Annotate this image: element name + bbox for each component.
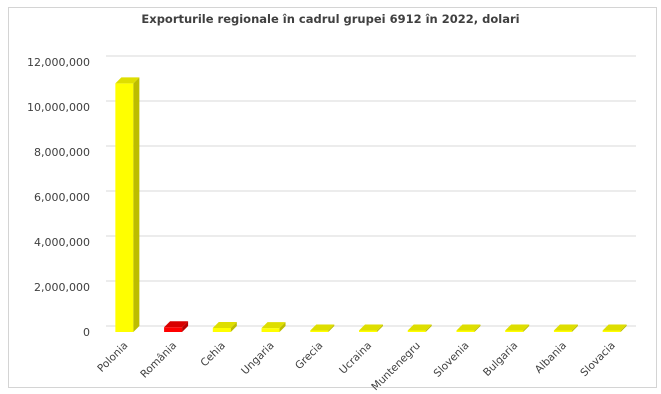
y-tick-label: 12,000,000: [27, 56, 90, 69]
bar: [553, 324, 578, 332]
bar-side: [571, 324, 578, 332]
bar: [261, 322, 286, 332]
bar-side: [182, 321, 189, 332]
x-tick-label: Ungaria: [239, 340, 277, 378]
bar-side: [230, 321, 237, 332]
bar-top: [310, 324, 335, 331]
bar-side: [279, 322, 286, 332]
x-tick-label: Grecia: [293, 340, 325, 372]
bar: [164, 321, 189, 332]
y-tick-label: 8,000,000: [34, 146, 90, 159]
bar: [407, 324, 432, 332]
bar-top: [407, 324, 432, 331]
y-tick-label: 10,000,000: [27, 101, 90, 114]
bar: [359, 324, 383, 332]
bar-side: [523, 324, 530, 332]
x-tick-label: Polonia: [95, 340, 130, 375]
bar: [310, 324, 335, 332]
y-tick-label: 6,000,000: [34, 191, 90, 204]
x-tick-label: Cehia: [198, 340, 228, 370]
bar-top: [212, 321, 237, 328]
bar: [602, 324, 627, 332]
bar-front: [602, 330, 621, 332]
bar-top: [164, 321, 189, 328]
bar-side: [328, 324, 335, 332]
bar-top: [505, 324, 530, 331]
y-tick-label: 0: [83, 326, 90, 339]
x-axis: Polonia România Cehia Ungaria Grecia UcrainaM…: [95, 340, 617, 394]
bar: [115, 77, 140, 332]
x-tick-label: România: [138, 340, 179, 381]
y-tick-label: 4,000,000: [34, 236, 90, 249]
x-tick-label: Muntenegru: [369, 340, 423, 394]
x-tick-label: Slovacia: [578, 340, 617, 379]
gridlines: [106, 55, 636, 327]
bar: [505, 324, 530, 332]
bar-top: [115, 77, 140, 84]
bar-front: [359, 330, 377, 332]
bar-front: [261, 328, 280, 332]
bar-top: [359, 324, 383, 331]
x-tick-label: Albania: [533, 340, 569, 376]
bar: [456, 324, 481, 332]
x-tick-label: Bulgaria: [481, 340, 520, 379]
bar-front: [456, 330, 475, 332]
bars: [115, 77, 627, 332]
bar-top: [456, 324, 481, 331]
bar-side: [620, 324, 627, 332]
bar: [212, 321, 237, 332]
y-axis: 0 2,000,000 4,000,000 6,000,000 8,000,000 10,…: [27, 56, 90, 339]
x-tick-label: Ucraina: [337, 340, 374, 377]
y-tick-label: 2,000,000: [34, 281, 90, 294]
bar-side: [425, 324, 432, 332]
bar-side: [474, 324, 481, 332]
x-tick-label: Slovenia: [431, 340, 471, 380]
bar-top: [602, 324, 627, 331]
bar-front: [553, 330, 572, 332]
bar-front: [407, 330, 426, 332]
chart-title: Exporturile regionale în cadrul grupei 6…: [141, 12, 520, 26]
bar-front: [212, 327, 231, 332]
bar-front: [115, 83, 134, 332]
bar-front: [310, 330, 329, 332]
bar-top: [553, 324, 578, 331]
bar-side: [133, 77, 140, 332]
bar-side: [377, 324, 383, 332]
bar-front: [505, 330, 524, 332]
bar-front: [164, 327, 183, 332]
bar-top: [261, 322, 286, 329]
